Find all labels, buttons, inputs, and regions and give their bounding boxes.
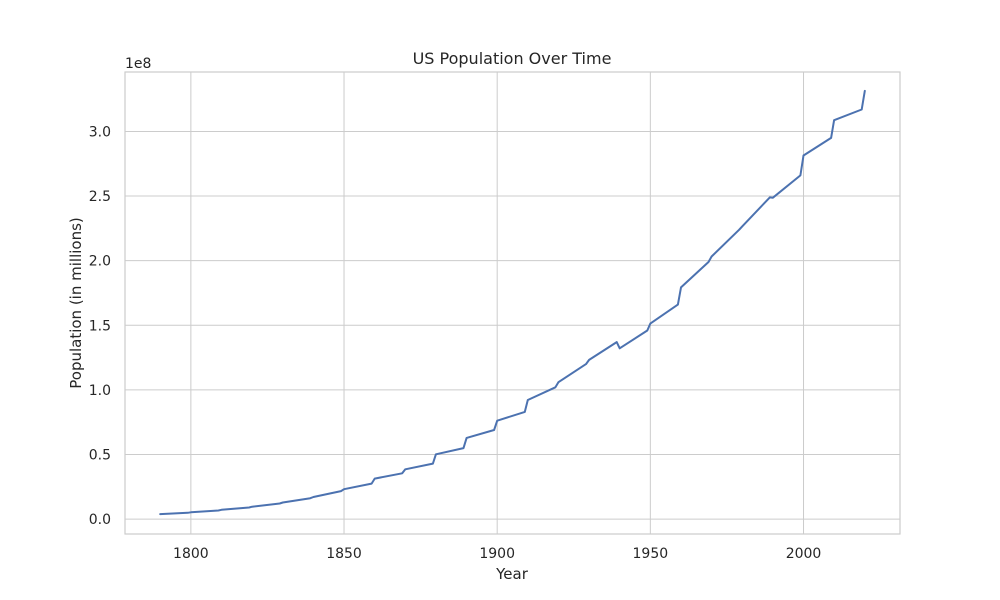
plot-frame — [124, 71, 901, 535]
grid — [125, 72, 900, 534]
y-axis-label: Population (in millions) — [67, 217, 85, 389]
y-tick-label: 1.0 — [89, 383, 111, 399]
series-layer — [159, 89, 866, 516]
y-tick-label: 1.5 — [89, 318, 111, 334]
y-tick-label: 0.5 — [89, 448, 111, 464]
y-tick-label: 3.0 — [89, 124, 111, 140]
y-tick-label: 2.0 — [89, 254, 111, 270]
y-offset-label: 1e8 — [125, 56, 151, 72]
x-axis-label: Year — [495, 565, 529, 583]
x-tick-label: 1900 — [479, 546, 515, 562]
x-tick-label: 1800 — [173, 546, 209, 562]
y-tick-label: 2.5 — [89, 189, 111, 205]
x-tick-label: 2000 — [786, 546, 822, 562]
population-series-line — [159, 89, 866, 516]
chart-title: US Population Over Time — [413, 49, 612, 68]
x-tick-label: 1950 — [633, 546, 669, 562]
y-tick-label: 0.0 — [89, 512, 111, 528]
tick-labels: 1800 1850 1900 1950 2000 0.0 0.5 1.0 1.5 2.0 2.5 3.… — [89, 124, 822, 562]
x-tick-label: 1850 — [326, 546, 362, 562]
